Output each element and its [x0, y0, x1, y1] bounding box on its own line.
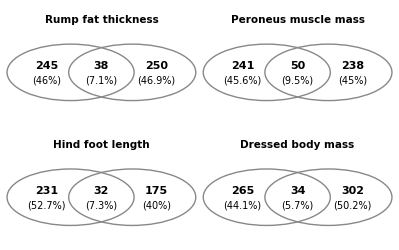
Text: 34: 34 [290, 186, 305, 195]
Text: (46.9%): (46.9%) [138, 75, 176, 85]
Text: 238: 238 [341, 61, 364, 71]
Text: (50.2%): (50.2%) [334, 200, 372, 209]
Text: (52.7%): (52.7%) [27, 200, 65, 209]
Text: (45%): (45%) [338, 75, 367, 85]
Text: (7.1%): (7.1%) [85, 75, 117, 85]
Text: 50: 50 [290, 61, 305, 71]
Text: (9.5%): (9.5%) [282, 75, 314, 85]
Text: (46%): (46%) [32, 75, 61, 85]
Text: 32: 32 [94, 186, 109, 195]
Text: Rump fat thickness: Rump fat thickness [45, 15, 158, 25]
Text: 250: 250 [145, 61, 168, 71]
Text: 241: 241 [231, 61, 254, 71]
Text: 302: 302 [341, 186, 364, 195]
Text: 245: 245 [35, 61, 58, 71]
Text: (40%): (40%) [142, 200, 171, 209]
Text: 38: 38 [94, 61, 109, 71]
Text: (5.7%): (5.7%) [281, 200, 314, 209]
Text: (7.3%): (7.3%) [85, 200, 117, 209]
Text: (45.6%): (45.6%) [223, 75, 262, 85]
Text: 175: 175 [145, 186, 168, 195]
Text: 231: 231 [35, 186, 58, 195]
Text: (44.1%): (44.1%) [223, 200, 261, 209]
Text: 265: 265 [231, 186, 254, 195]
Text: Dressed body mass: Dressed body mass [241, 140, 355, 149]
Text: Hind foot length: Hind foot length [53, 140, 150, 149]
Text: Peroneus muscle mass: Peroneus muscle mass [231, 15, 365, 25]
